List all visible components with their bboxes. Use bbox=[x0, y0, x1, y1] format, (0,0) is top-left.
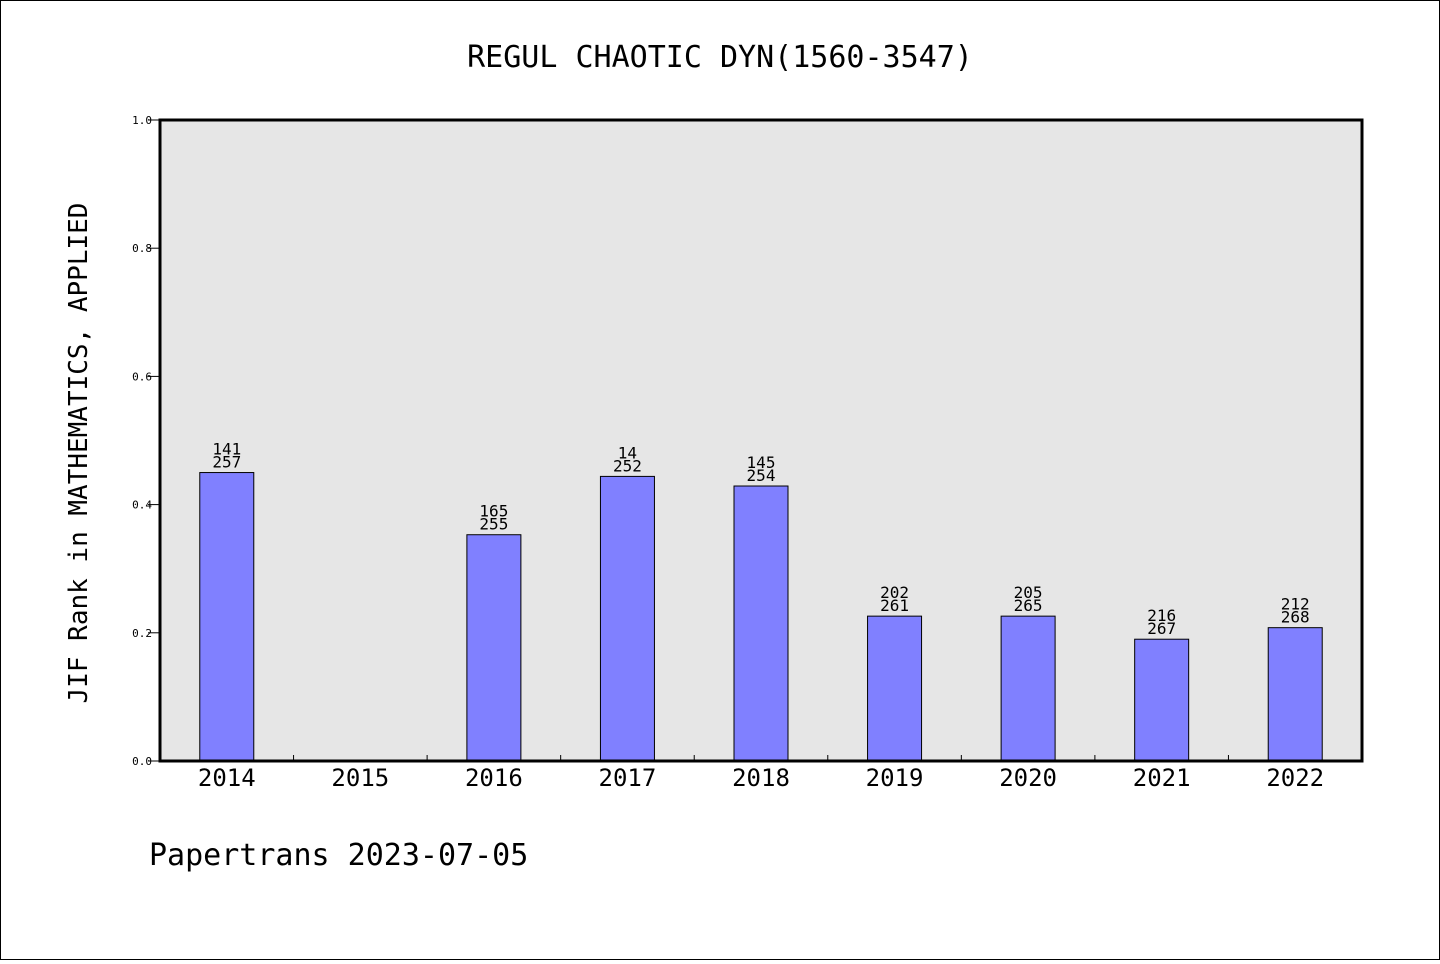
bar-2019 bbox=[867, 615, 923, 762]
bar-2022 bbox=[1267, 627, 1323, 762]
plot-border bbox=[158, 118, 1364, 763]
bar-2020 bbox=[1000, 615, 1056, 762]
bar-label-total: 265 bbox=[1014, 596, 1043, 615]
bar-label-total: 268 bbox=[1281, 608, 1310, 627]
bar-label-rank: 212 bbox=[1281, 595, 1310, 614]
footer-text: Papertrans 2023-07-05 bbox=[149, 838, 528, 873]
bar-2021 bbox=[1134, 638, 1190, 762]
y-tick-label: 0.8 bbox=[132, 242, 152, 255]
bar-label-rank: 165 bbox=[479, 502, 508, 521]
x-tick-label: 2020 bbox=[999, 764, 1057, 792]
y-tick-label: 0.2 bbox=[132, 627, 152, 640]
bar-2017 bbox=[599, 475, 655, 762]
bar-label-total: 255 bbox=[479, 515, 508, 534]
y-axis-label: JIF Rank in MATHEMATICS, APPLIED bbox=[64, 203, 94, 704]
bar-label-rank: 14 bbox=[618, 443, 637, 462]
bar-label-total: 257 bbox=[212, 453, 241, 472]
bar-label-rank: 216 bbox=[1147, 606, 1176, 625]
bar-label-rank: 205 bbox=[1014, 583, 1043, 602]
y-tick-label: 0.4 bbox=[132, 499, 152, 512]
chart-title: REGUL CHAOTIC DYN(1560-3547) bbox=[467, 40, 973, 75]
x-axis: 2014 2015 2016 2017 2018 2019 2020 2021 2022 bbox=[198, 755, 1324, 792]
bar-label-total: 267 bbox=[1147, 619, 1176, 638]
y-tick-label: 0.0 bbox=[132, 755, 152, 768]
x-tick-label: 2021 bbox=[1133, 764, 1191, 792]
bar-label-rank: 141 bbox=[212, 440, 241, 459]
bar-label-rank: 145 bbox=[747, 453, 776, 472]
bar-2016 bbox=[466, 534, 522, 762]
bar-label-total: 252 bbox=[613, 456, 642, 475]
x-tick-label: 2017 bbox=[599, 764, 657, 792]
bar-label-total: 254 bbox=[747, 466, 776, 485]
y-tick-label: 1.0 bbox=[132, 114, 152, 127]
x-tick-label: 2014 bbox=[198, 764, 256, 792]
bar-label-rank: 202 bbox=[880, 583, 909, 602]
y-tick-label: 0.6 bbox=[132, 370, 152, 383]
x-tick-label: 2019 bbox=[866, 764, 924, 792]
x-tick-label: 2022 bbox=[1266, 764, 1324, 792]
x-tick-label: 2018 bbox=[732, 764, 790, 792]
bar-label-total: 261 bbox=[880, 596, 909, 615]
x-tick-label: 2015 bbox=[331, 764, 389, 792]
x-tick-label: 2016 bbox=[465, 764, 523, 792]
bars-group bbox=[199, 472, 1323, 762]
bar-2014 bbox=[199, 472, 255, 762]
bar-2018 bbox=[733, 485, 789, 762]
y-axis: 0.0 0.2 0.4 0.6 0.8 1.0 bbox=[132, 114, 160, 768]
